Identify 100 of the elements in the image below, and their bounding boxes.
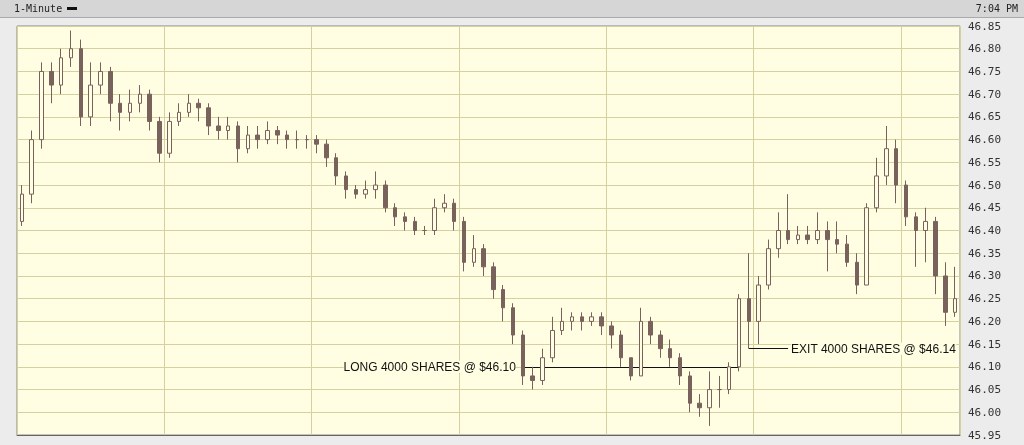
candlestick [521, 329, 525, 386]
candlestick [295, 130, 299, 150]
candlestick [255, 125, 260, 150]
candlestick [393, 202, 397, 227]
candlestick [452, 198, 456, 231]
y-tick-label: 46.10 [968, 360, 1002, 374]
candlestick [904, 180, 908, 227]
candlestick [511, 302, 515, 345]
candlestick [639, 307, 643, 377]
candlestick [285, 130, 289, 150]
chart-title: 1-Minute [14, 3, 63, 14]
candlestick [157, 116, 162, 163]
candlestick [717, 375, 722, 409]
candlestick [855, 252, 859, 295]
candlestick [334, 152, 338, 186]
y-tick-label: 46.20 [968, 314, 1002, 328]
candlestick [236, 120, 240, 163]
candlestick [658, 329, 663, 359]
candlestick [305, 134, 309, 150]
candlestick [678, 352, 682, 386]
candlestick [884, 125, 889, 186]
candlestick [648, 316, 653, 345]
candlestick [923, 207, 928, 263]
candlestick [766, 239, 771, 291]
candlestick [530, 366, 535, 391]
candlestick [805, 225, 810, 245]
candlestick [786, 193, 790, 245]
candlestick [324, 139, 329, 168]
candlestick [216, 116, 221, 141]
candlestick [69, 30, 73, 68]
candlestick [344, 170, 348, 200]
candlestick [432, 198, 437, 236]
y-tick-label: 46.40 [968, 224, 1002, 237]
candlestick [49, 61, 54, 104]
ref-line-label: LONG 4000 SHARES @ $46.10 [343, 359, 517, 374]
candlestick [354, 184, 358, 200]
candlestick [619, 329, 623, 368]
y-tick-label: 45.95 [968, 428, 1002, 442]
candlestick [147, 89, 152, 132]
candlestick [383, 180, 388, 213]
candlestick [59, 48, 63, 95]
candlestick [697, 393, 702, 418]
candlestick [815, 211, 820, 245]
candlestick [314, 134, 319, 154]
candlestick [79, 39, 83, 127]
candlestick [845, 234, 849, 268]
y-tick-label: 46.25 [968, 292, 1002, 306]
candlestick [874, 157, 879, 213]
candlestick [668, 339, 672, 368]
candlestick [933, 216, 938, 295]
candlestick [776, 211, 781, 259]
candlestick [707, 370, 712, 427]
candlestick [580, 311, 584, 331]
candlestick [796, 225, 800, 245]
candlestick [187, 93, 191, 118]
candlestick [206, 102, 211, 136]
candlestick [894, 139, 898, 204]
candlestick [88, 61, 93, 127]
candlestick [540, 348, 545, 386]
candlestick [128, 89, 132, 122]
candlestick [39, 61, 44, 150]
candlestick [864, 202, 869, 286]
candlestick [167, 111, 172, 159]
candlestick [265, 120, 270, 145]
y-tick-label: 46.75 [968, 64, 1002, 78]
candlestick [609, 320, 614, 350]
candlestick [108, 66, 113, 122]
y-tick-label: 46.55 [968, 155, 1002, 169]
y-tick-label: 46.00 [968, 405, 1002, 419]
candlestick [20, 184, 24, 227]
y-tick-label: 46.30 [968, 269, 1002, 283]
candlestick [442, 193, 447, 213]
y-tick-label: 46.35 [968, 246, 1002, 260]
candlestick [413, 216, 417, 236]
candlestick [118, 93, 122, 132]
candlestick [589, 311, 594, 327]
candlestick [737, 293, 741, 372]
candlestick [747, 252, 751, 350]
candlestick [501, 284, 505, 322]
y-tick-label: 46.80 [968, 42, 1002, 56]
y-tick-label: 46.60 [968, 133, 1002, 147]
y-tick-label: 46.45 [968, 201, 1002, 215]
candlestick [560, 307, 564, 336]
candlestick [403, 211, 407, 231]
candlestick [98, 61, 103, 95]
y-tick-label: 46.05 [968, 383, 1002, 397]
candlestick [196, 98, 201, 122]
candlestick [491, 261, 496, 300]
y-tick-label: 46.70 [968, 87, 1002, 101]
candlestick [727, 361, 731, 395]
candlestick [138, 84, 142, 113]
candlestick [688, 370, 692, 413]
candlestick [177, 102, 181, 127]
y-tick-label: 46.50 [968, 178, 1002, 192]
candlestick [629, 357, 633, 381]
candlestick [29, 130, 34, 204]
candlestick [275, 125, 280, 145]
y-tick-label: 46.85 [968, 19, 1002, 33]
text: 7:04 PM [975, 3, 1018, 14]
candlestick [756, 275, 761, 345]
